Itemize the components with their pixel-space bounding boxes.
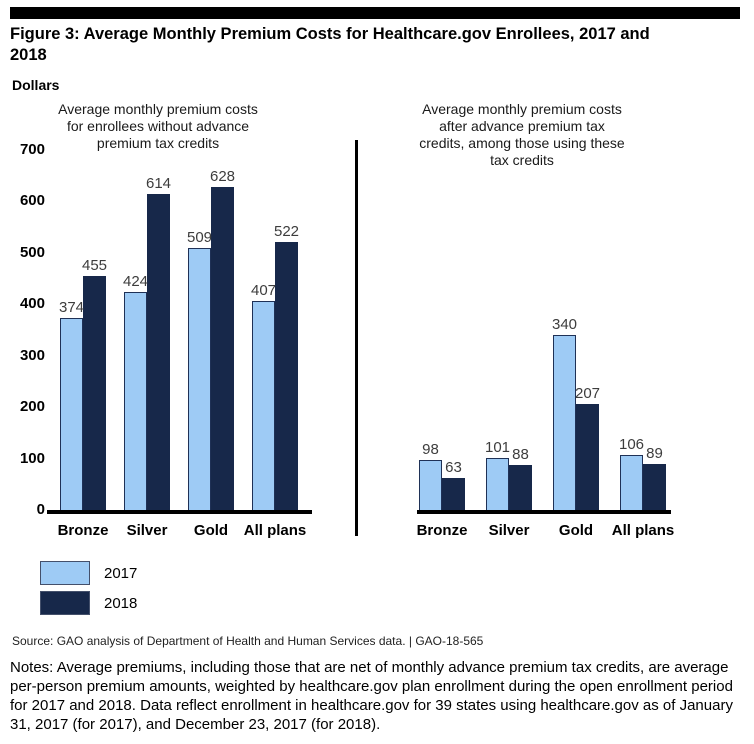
bar-value-label-2018-gold: 207 [574,385,601,402]
category-label-bronze: Bronze [416,522,468,539]
bar-slot-2018-all-plans: 89 [643,445,666,510]
bar-value-label-2018-silver: 88 [512,446,529,463]
y-axis-tick-label-0: 0 [36,501,45,518]
legend-swatch-2017 [40,561,90,585]
y-axis-tick-label-200: 200 [19,398,45,415]
source-line: Source: GAO analysis of Department of He… [12,634,484,648]
bar-value-label-2018-silver: 614 [145,175,172,192]
category-label-all-plans: All plans [611,522,675,539]
bar-slot-2018-gold: 207 [574,385,601,510]
category-label-bronze: Bronze [57,522,109,539]
legend-item-2017: 2017 [40,561,137,585]
bar-value-label-2017-bronze: 374 [58,299,85,316]
bar-group-gold: 509 628 [186,168,236,510]
category-label-gold: Gold [558,522,594,539]
bar-slot-2018-bronze: 63 [442,459,465,510]
bar-value-label-2017-all-plans: 407 [250,282,277,299]
bar-value-label-2017-all-plans: 106 [618,436,645,453]
bar-slot-2017-silver: 101 [484,439,511,510]
bar-slot-2017-gold: 340 [551,316,578,510]
bar-value-label-2018-bronze: 455 [81,257,108,274]
y-axis-tick-label-300: 300 [19,347,45,364]
category-label-gold: Gold [193,522,229,539]
legend-label-2018: 2018 [104,594,138,612]
bar-value-label-2018-gold: 628 [209,168,236,185]
bar-value-label-2017-gold: 509 [186,229,213,246]
bar-slot-2018-silver: 614 [145,175,172,510]
chart-legend: 2017 2018 [40,561,137,621]
bar-group-all-plans: 106 89 [618,436,666,510]
category-label-silver: Silver [488,522,530,539]
bar-2018-bronze [442,478,465,510]
bar-slot-2017-gold: 509 [186,229,213,510]
bar-2018-silver [147,194,170,510]
y-axis-tick-label-600: 600 [19,192,45,209]
bar-2017-all-plans [620,455,643,510]
left-chart-plot: 374 455 424 614 509 628 407 522 [47,150,312,514]
category-label-silver: Silver [126,522,168,539]
bar-2017-bronze [419,460,442,510]
bar-slot-2018-bronze: 455 [81,257,108,510]
left-chart-category-labels: Bronze Silver Gold All plans [47,522,312,539]
bar-2018-bronze [83,276,106,510]
bar-group-gold: 340 207 [551,316,601,510]
y-axis-tick-label-500: 500 [19,244,45,261]
notes-text: Notes: Average premiums, including those… [10,659,733,733]
y-axis-tick-label-100: 100 [19,450,45,467]
bar-slot-2018-gold: 628 [209,168,236,510]
panel-divider-line [355,140,358,536]
legend-swatch-2018 [40,591,90,615]
left-panel-subtitle: Average monthly premium costs for enroll… [58,101,258,151]
right-chart-category-labels: Bronze Silver Gold All plans [416,522,675,539]
bar-2017-silver [124,292,147,510]
bar-value-label-2017-silver: 424 [122,273,149,290]
right-chart-plot: 98 63 101 88 340 207 106 89 [417,150,671,514]
bar-value-label-2017-bronze: 98 [422,441,439,458]
bar-slot-2018-silver: 88 [509,446,532,510]
y-axis-units-label: Dollars [12,77,60,93]
bar-2018-silver [509,465,532,510]
bar-value-label-2017-silver: 101 [484,439,511,456]
bar-group-bronze: 374 455 [58,257,108,510]
figure-title: Figure 3: Average Monthly Premium Costs … [10,25,650,64]
bar-slot-2017-bronze: 374 [58,299,85,510]
category-label-all-plans: All plans [243,522,307,539]
bar-value-label-2017-gold: 340 [551,316,578,333]
y-axis-tick-label-400: 400 [19,295,45,312]
bar-group-all-plans: 407 522 [250,223,300,510]
bar-2018-all-plans [643,464,666,510]
bar-2018-gold [211,187,234,510]
bar-slot-2017-all-plans: 106 [618,436,645,510]
bar-2018-all-plans [275,242,298,510]
bar-value-label-2018-bronze: 63 [445,459,462,476]
y-axis-tick-label-700: 700 [19,141,45,158]
bar-2017-all-plans [252,301,275,510]
bar-slot-2018-all-plans: 522 [273,223,300,510]
legend-label-2017: 2017 [104,564,138,582]
bar-2017-gold [188,248,211,510]
bar-group-bronze: 98 63 [419,441,465,510]
bar-value-label-2018-all-plans: 522 [273,223,300,240]
bar-group-silver: 101 88 [484,439,532,510]
bar-slot-2017-silver: 424 [122,273,149,510]
bar-2017-bronze [60,318,83,510]
bar-slot-2017-all-plans: 407 [250,282,277,510]
bar-value-label-2018-all-plans: 89 [646,445,663,462]
bar-group-silver: 424 614 [122,175,172,510]
bar-2018-gold [576,404,599,510]
legend-item-2018: 2018 [40,591,137,615]
y-axis: 0 100 200 300 400 500 600 700 [0,141,45,518]
figure-top-rule [10,7,740,19]
right-panel-subtitle: Average monthly premium costs after adva… [419,101,625,168]
bar-2017-gold [553,335,576,510]
bar-2017-silver [486,458,509,510]
bar-slot-2017-bronze: 98 [419,441,442,510]
